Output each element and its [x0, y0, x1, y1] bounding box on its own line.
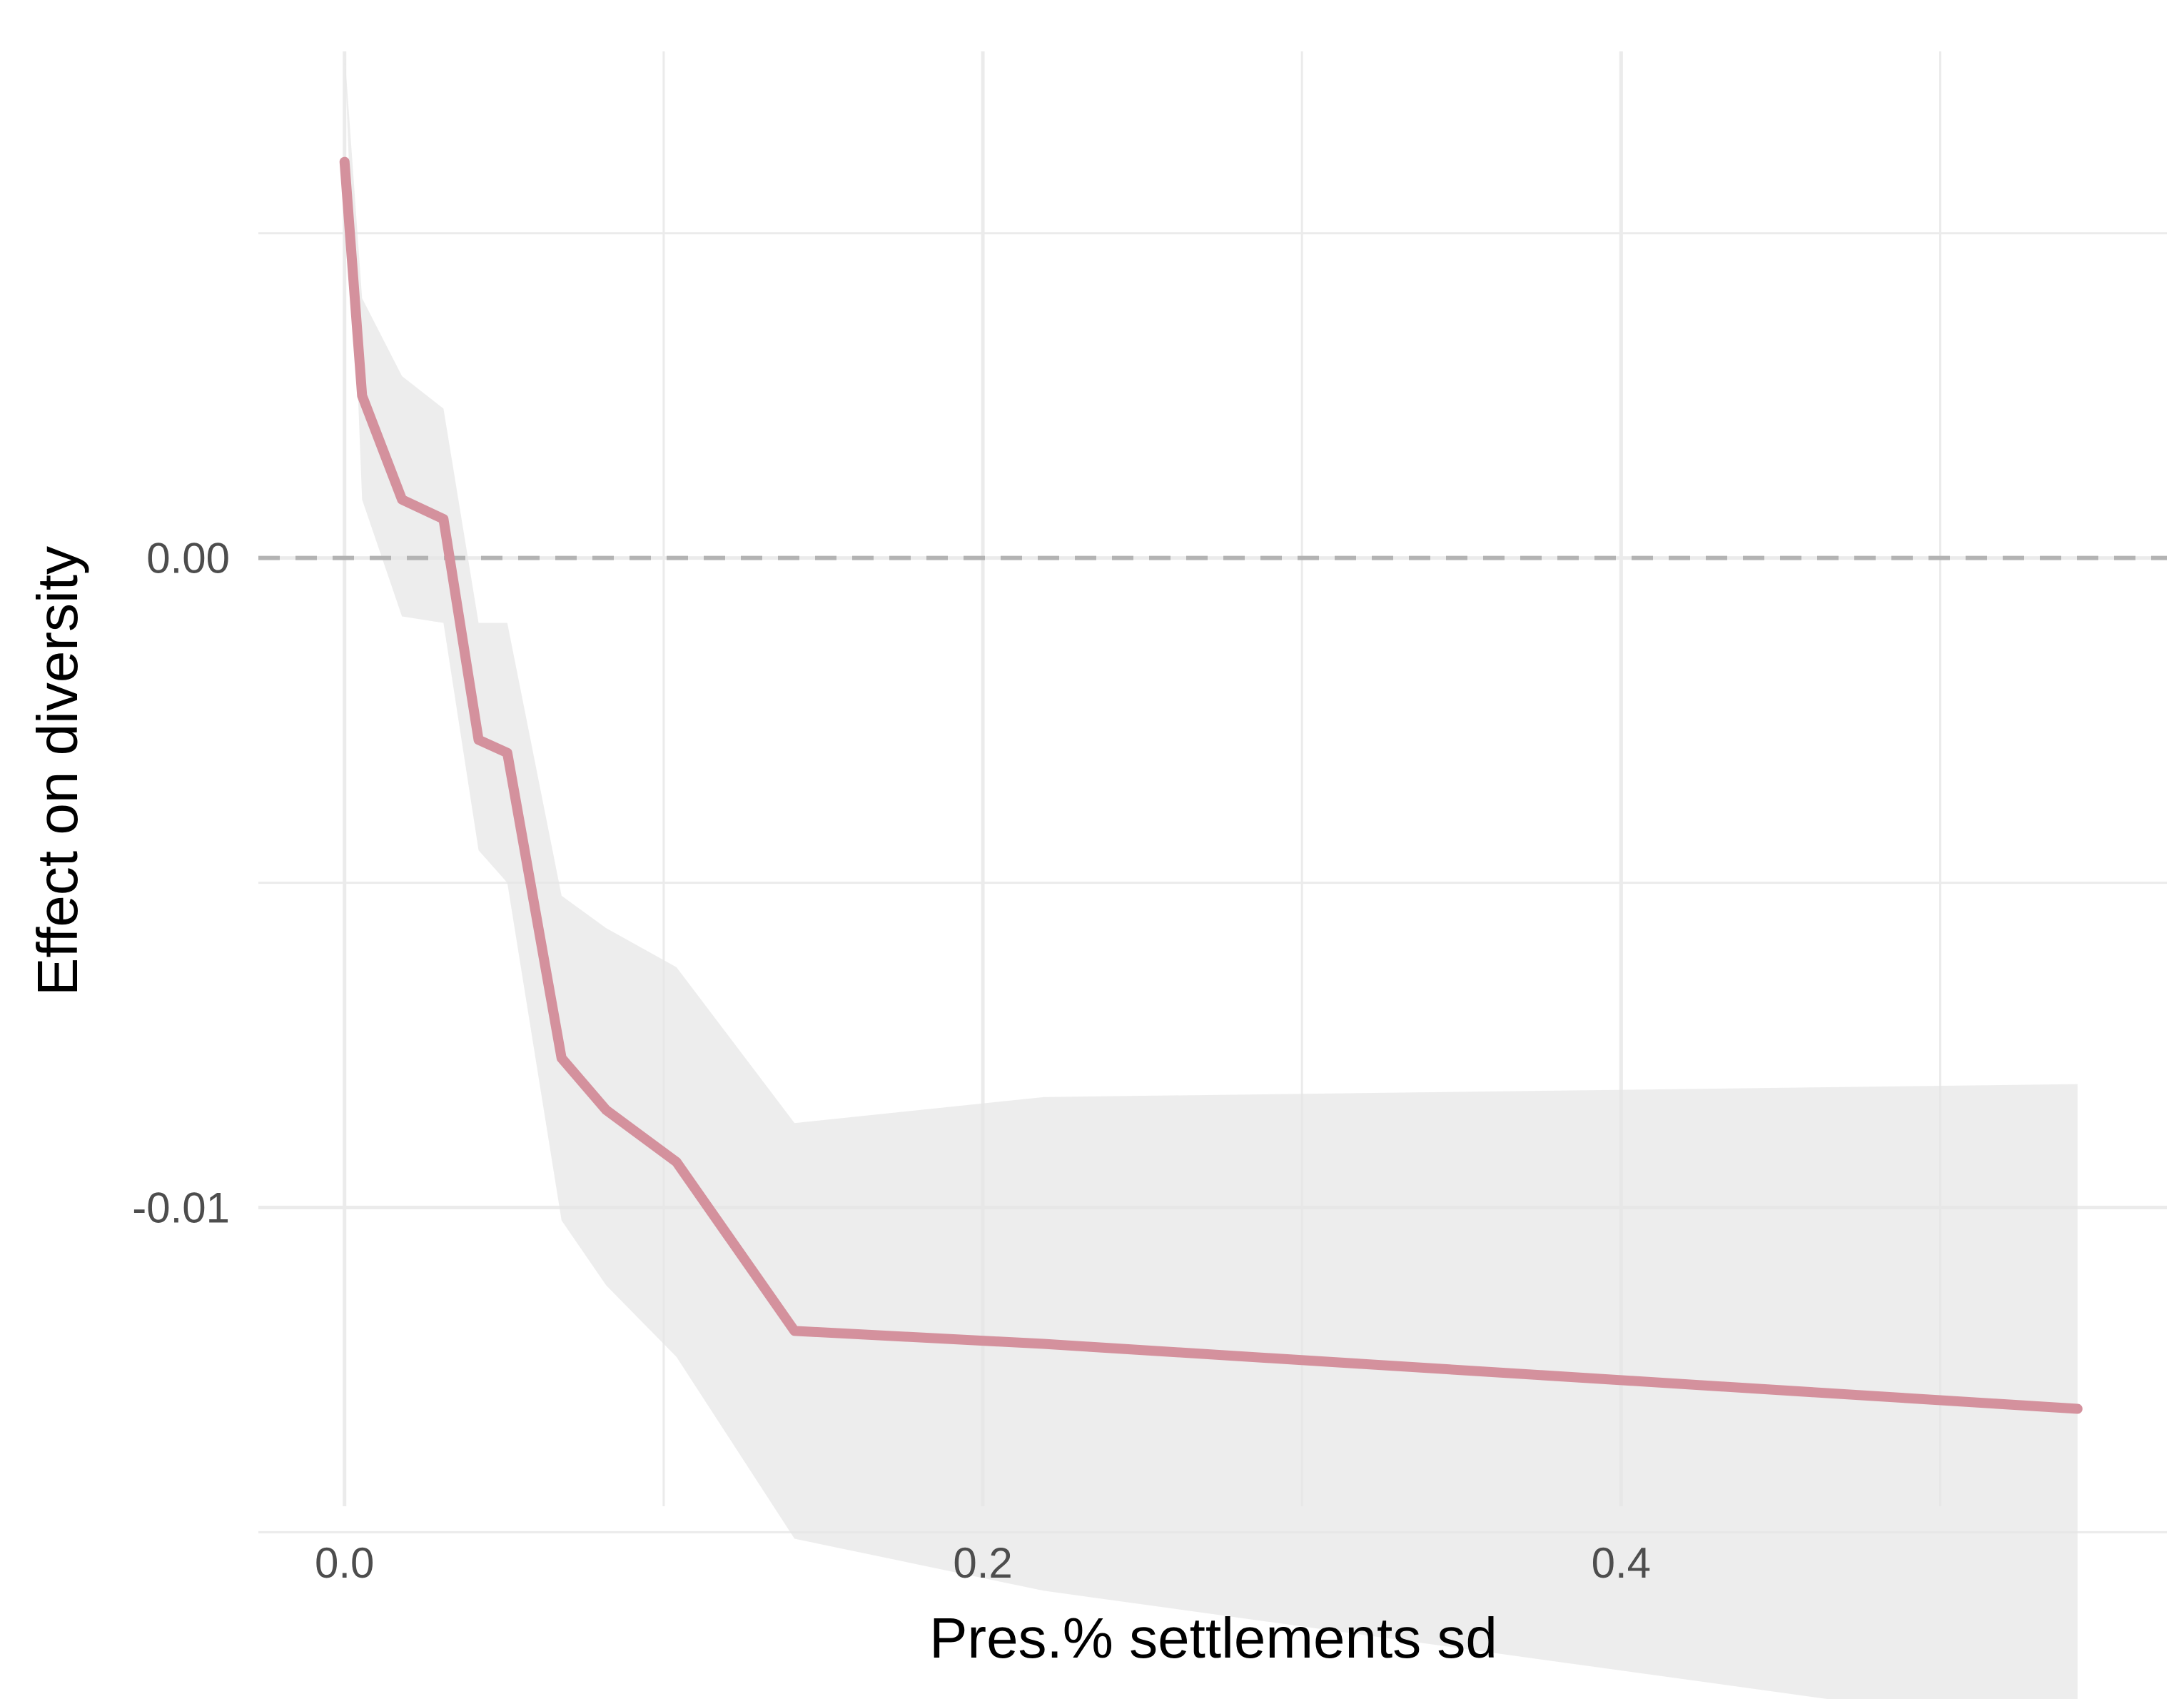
y-axis-ticks: 0.00 -0.01	[132, 535, 230, 1232]
x-axis-ticks: 0.0 0.2 0.4	[315, 1539, 1651, 1587]
x-tick-label: 0.4	[1592, 1539, 1651, 1587]
x-tick-label: 0.0	[315, 1539, 374, 1587]
effect-line	[339, 156, 2083, 1414]
x-tick-label: 0.2	[953, 1539, 1012, 1587]
confidence-band	[344, 51, 2078, 1699]
y-tick-label: -0.01	[132, 1184, 230, 1231]
confidence-ribbon	[344, 51, 2078, 1699]
x-axis-title: Pres.% settlements sd	[929, 1606, 1497, 1670]
y-tick-label: 0.00	[146, 535, 230, 583]
effect-series	[339, 156, 2083, 1414]
y-axis-title: Effect on diversity	[26, 546, 89, 996]
